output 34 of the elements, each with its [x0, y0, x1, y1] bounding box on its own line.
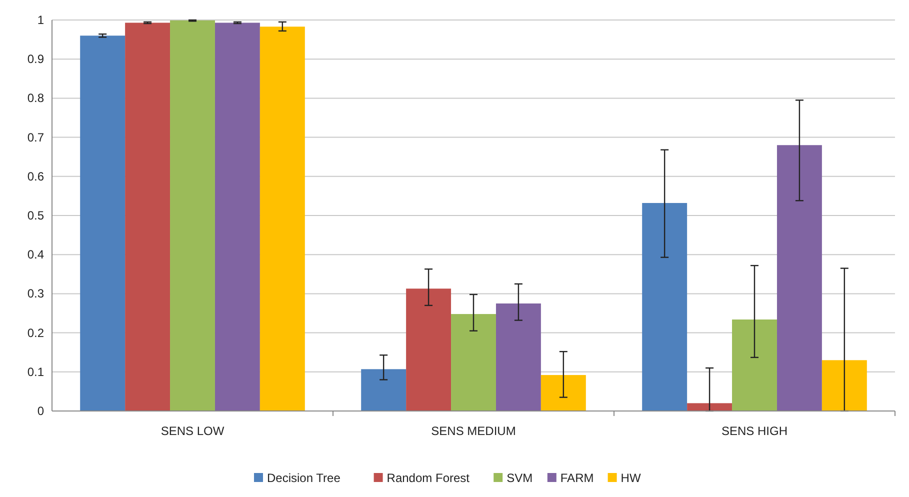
bar	[170, 20, 215, 411]
bar	[125, 22, 170, 411]
bar	[540, 375, 586, 411]
y-tick-label: 0.4	[27, 248, 44, 262]
y-tick-label: 0.5	[27, 208, 44, 222]
bar	[406, 288, 452, 411]
bar	[214, 22, 260, 411]
bar	[451, 314, 496, 411]
x-tick-label: SENS MEDIUM	[431, 424, 516, 438]
bar	[642, 202, 688, 411]
y-tick-label: 0.1	[27, 364, 44, 379]
y-tick-label: 0.6	[27, 169, 44, 184]
bar	[822, 360, 867, 411]
bar	[776, 145, 822, 411]
y-tick-label: 0.9	[27, 52, 44, 66]
legend-label: Decision Tree	[267, 471, 341, 485]
bar	[687, 403, 732, 411]
y-tick-label: 1	[37, 13, 44, 27]
bar	[732, 320, 777, 411]
bar	[260, 26, 305, 411]
bar	[361, 369, 406, 411]
bar	[80, 36, 126, 411]
bar	[496, 303, 541, 411]
legend-label: HW	[620, 471, 642, 485]
y-tick-label: 0	[37, 404, 44, 418]
x-tick-label: SENS LOW	[160, 424, 225, 438]
x-tick-label: SENS HIGH	[721, 424, 788, 438]
legend-label: Random Forest	[386, 471, 470, 485]
legend-label: FARM	[560, 471, 594, 485]
y-tick-label: 0.2	[27, 326, 44, 340]
y-tick-label: 0.8	[27, 91, 44, 106]
y-tick-label: 0.7	[27, 130, 44, 144]
legend-label: SVM	[506, 471, 533, 485]
y-tick-label: 0.3	[27, 286, 44, 301]
